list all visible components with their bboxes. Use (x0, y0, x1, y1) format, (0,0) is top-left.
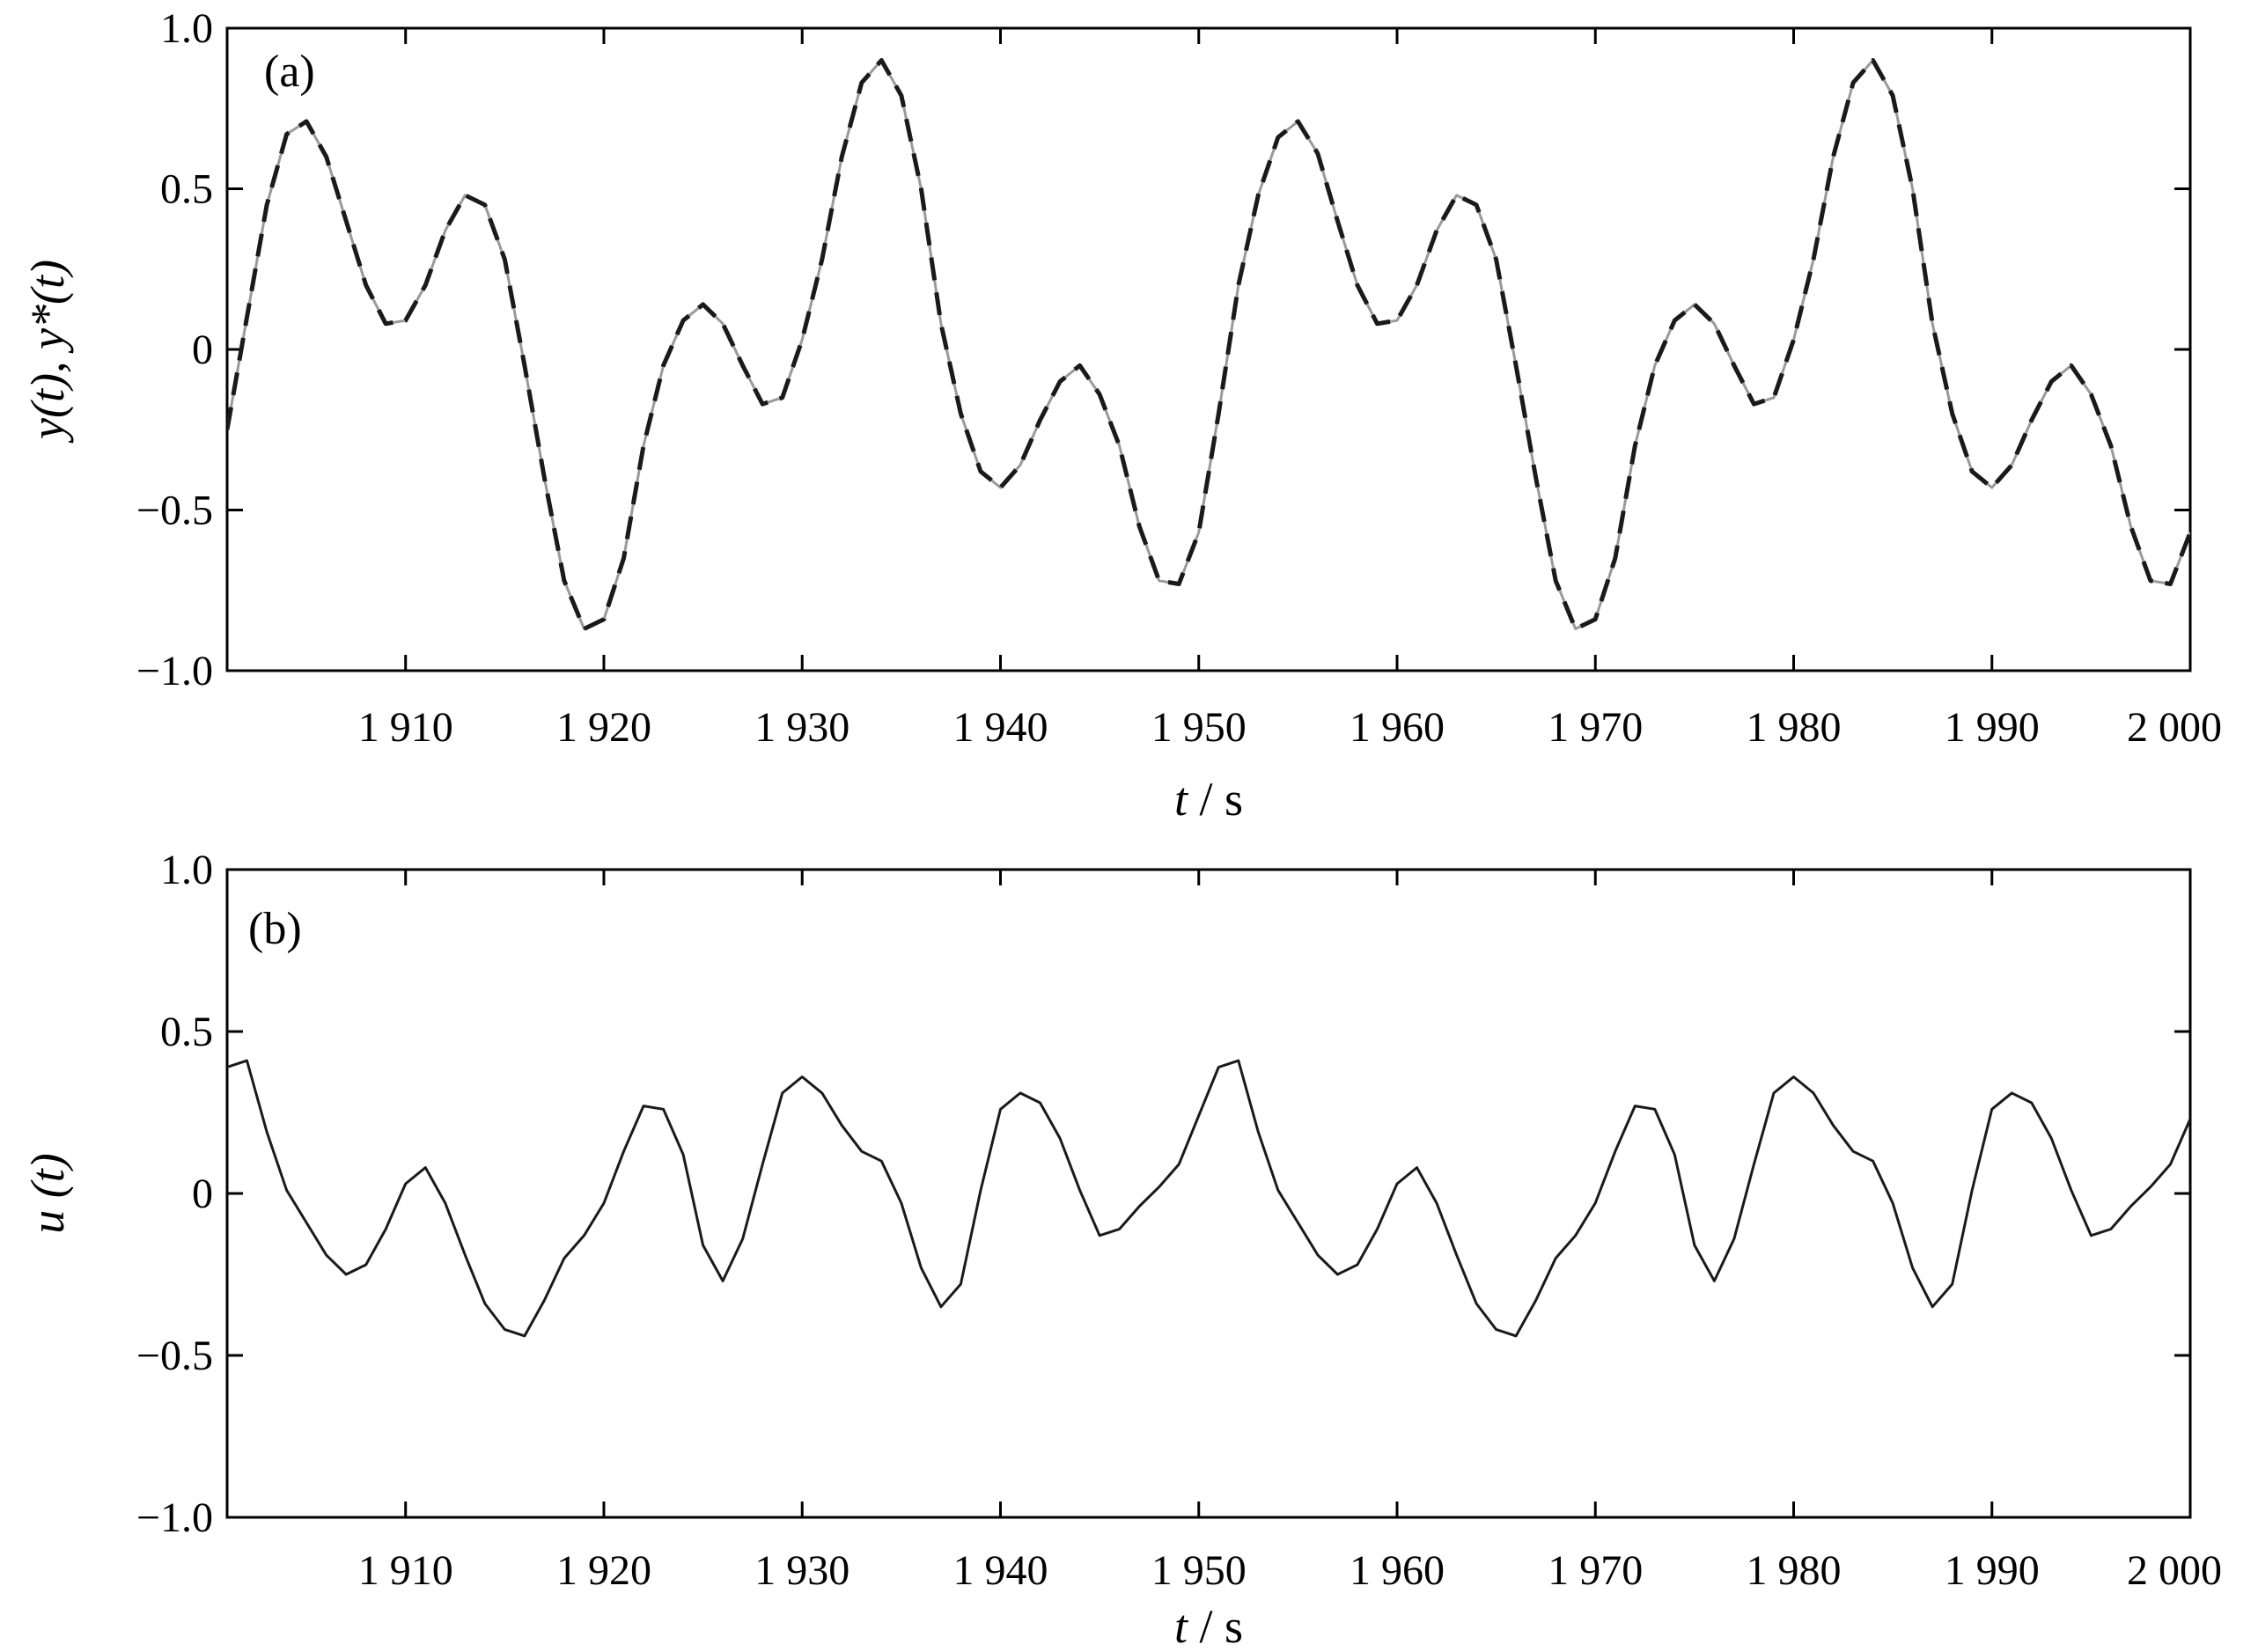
x-axis-label: t / s (1174, 1600, 1243, 1652)
x-tick-label: 1 980 (1746, 704, 1841, 751)
x-tick-label: 1 960 (1350, 1547, 1445, 1594)
x-axis-label: t / s (1174, 773, 1243, 826)
y-tick-label: 0 (192, 327, 213, 373)
y-axis-label: y(t), y*(t) (21, 260, 74, 444)
panel-label: (b) (248, 904, 302, 954)
x-tick-label: 1 910 (358, 1547, 453, 1594)
y-tick-label: 0 (192, 1171, 213, 1217)
x-tick-label: 1 950 (1151, 704, 1247, 751)
x-axis-separator: / (1188, 773, 1225, 826)
x-axis-unit: s (1225, 1600, 1243, 1652)
y-tick-label: −1.0 (136, 648, 213, 694)
y-tick-label: 1.0 (160, 5, 213, 52)
x-tick-label: 2 000 (2127, 1547, 2222, 1594)
y-tick-label: 0.5 (160, 166, 213, 213)
x-tick-label: 1 940 (952, 1547, 1048, 1594)
x-tick-label: 1 920 (556, 1547, 651, 1594)
x-tick-label: 1 970 (1548, 704, 1643, 751)
series-line-solid-black (227, 1059, 2190, 1338)
y-tick-label: −0.5 (136, 1333, 213, 1379)
x-tick-label: 1 910 (358, 704, 453, 751)
x-axis-variable: t (1174, 1600, 1189, 1652)
y-tick-label: −1.0 (136, 1494, 213, 1541)
y-tick-label: −0.5 (136, 488, 213, 534)
x-axis-unit: s (1225, 773, 1243, 826)
x-tick-label: 1 990 (1945, 1547, 2040, 1594)
x-tick-label: 1 940 (952, 704, 1048, 751)
series-line-dashed-black (227, 58, 2190, 631)
panel-label: (a) (264, 47, 315, 97)
y-tick-label: 1.0 (160, 847, 213, 893)
x-tick-label: 1 990 (1945, 704, 2040, 751)
x-axis-separator: / (1188, 1600, 1225, 1652)
x-tick-label: 1 920 (556, 704, 651, 751)
x-tick-label: 2 000 (2127, 704, 2222, 751)
x-tick-label: 1 950 (1151, 1547, 1247, 1594)
x-axis-variable: t (1174, 773, 1189, 826)
y-axis-label: u (t) (21, 1153, 74, 1233)
panel-a: 1.0 0.5 0 −0.5 −1.0 1 910 1 920 1 930 1 940 1 950… (21, 5, 2222, 826)
x-tick-label: 1 970 (1548, 1547, 1643, 1594)
x-tick-label: 1 930 (754, 1547, 850, 1594)
x-tick-label: 1 980 (1746, 1547, 1841, 1594)
x-tick-label: 1 960 (1350, 704, 1445, 751)
panel-b: 1.0 0.5 0 −0.5 −1.0 1 910 1 920 1 930 1 940 1 950… (21, 847, 2222, 1652)
y-tick-label: 0.5 (160, 1009, 213, 1055)
x-tick-label: 1 930 (754, 704, 850, 751)
